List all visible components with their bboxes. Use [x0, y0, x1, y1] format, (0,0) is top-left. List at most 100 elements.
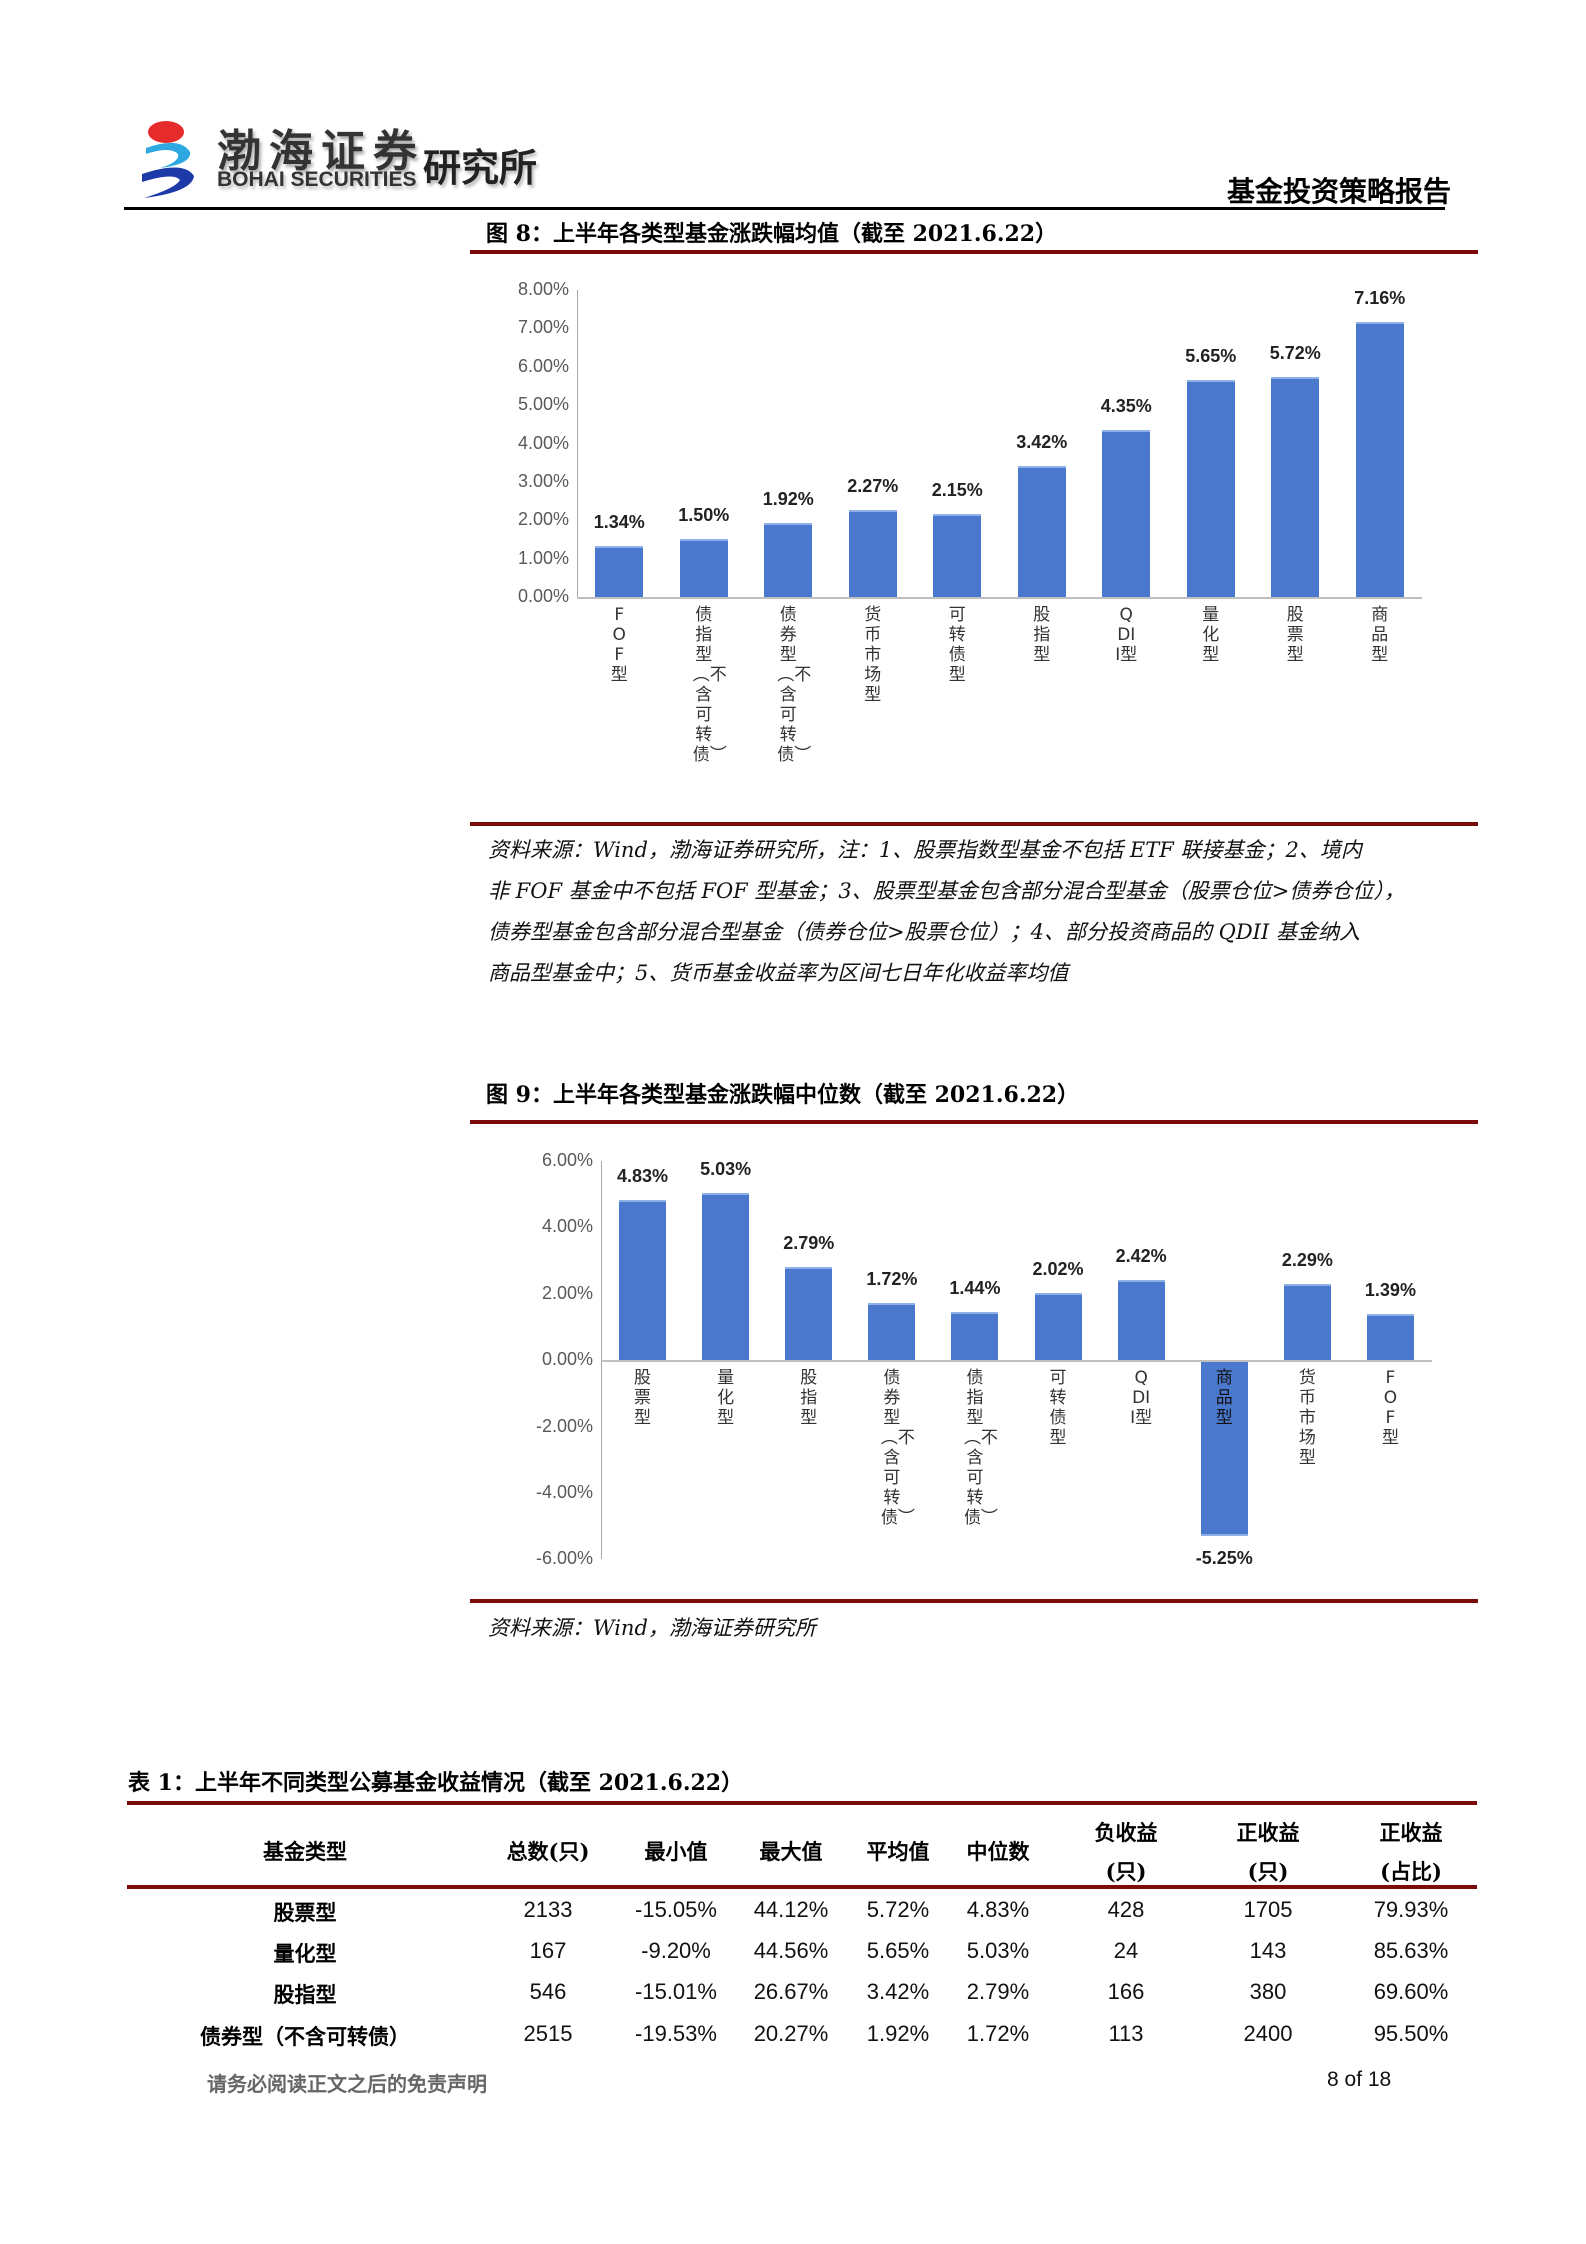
bar	[848, 509, 897, 597]
category-label: 货币市场型	[864, 605, 882, 705]
table-cell: -15.01%	[635, 1979, 717, 2004]
data-label: 1.34%	[593, 511, 645, 532]
data-label: 2.29%	[1281, 1249, 1333, 1270]
source-line: 债券型基金包含部分混合型基金（债券仓位>股票仓位）；4、部分投资商品的 QDII…	[488, 920, 1360, 944]
table-cell: 79.93%	[1373, 1897, 1449, 1922]
table-cell: 2515	[523, 2021, 573, 2046]
table1-header-rule	[127, 1885, 1477, 1889]
table-cell: 3.42%	[866, 1979, 930, 2004]
table-cell: 380	[1249, 1979, 1287, 2004]
figure8-top-rule	[470, 250, 1478, 254]
source-line: 商品型基金中；5、货币基金收益率为区间七日年化收益率均值	[488, 961, 1069, 985]
table-cell: 4.83%	[966, 1897, 1030, 1922]
bar	[1366, 1313, 1414, 1360]
column-header-unit: (只)	[1105, 1859, 1147, 1884]
header-divider	[124, 207, 1445, 210]
table1-title: 表 1：上半年不同类型公募基金收益情况（截至 2021.6.22）	[128, 1770, 744, 1796]
y-tick-label: 6.00%	[541, 1150, 593, 1170]
data-label: 3.42%	[1016, 431, 1068, 452]
table-row	[127, 1893, 1477, 1931]
table-cell: 5.65%	[866, 1938, 930, 1963]
figure9-top-rule	[470, 1120, 1478, 1124]
data-label: 5.65%	[1185, 346, 1237, 367]
category-label: 可转债型	[948, 605, 966, 685]
bar	[1117, 1279, 1165, 1360]
bar	[1355, 322, 1404, 597]
data-label: 2.79%	[783, 1233, 835, 1254]
column-header-unit: (占比)	[1380, 1859, 1442, 1884]
y-tick-label: -6.00%	[535, 1548, 593, 1569]
y-tick-label: 6.00%	[517, 355, 569, 376]
column-header: 基金类型	[263, 1839, 347, 1864]
footer-disclaimer: 请务必阅读正文之后的免责声明	[207, 2072, 487, 2096]
column-header: 最大值	[759, 1839, 823, 1864]
category-label: 债指型︵不含可转债︶	[692, 605, 727, 765]
figure9-title: 图 9：上半年各类型基金涨跌幅中位数（截至 2021.6.22）	[486, 1082, 1080, 1108]
table-row	[127, 1934, 1477, 1972]
y-axis-line	[577, 290, 578, 597]
bar	[1283, 1283, 1331, 1360]
bar	[951, 1312, 999, 1360]
table-cell: 166	[1107, 1979, 1145, 2004]
fund-type-cell: 股票型	[273, 1900, 337, 1925]
table-cell: 1705	[1243, 1897, 1293, 1922]
table-cell: 5.03%	[966, 1938, 1030, 1963]
bar	[764, 523, 813, 597]
category-label: 量化型	[717, 1368, 735, 1428]
table-row	[127, 2017, 1477, 2055]
table-cell: 24	[1113, 1938, 1139, 1963]
data-label: 2.42%	[1115, 1245, 1167, 1266]
category-label: QDII型	[1130, 1368, 1153, 1428]
category-label: FOF型	[1381, 1368, 1399, 1448]
category-label: 股票型	[1286, 605, 1304, 665]
y-tick-label: 3.00%	[517, 471, 569, 491]
y-tick-label: -4.00%	[535, 1482, 593, 1502]
bar	[679, 539, 728, 597]
figure9-bottom-rule	[470, 1599, 1478, 1603]
y-tick-label: 0.00%	[517, 586, 569, 607]
category-label: QDII型	[1115, 605, 1138, 665]
table-cell: 20.27%	[753, 2021, 829, 2046]
figure8-source-note: 资料来源：Wind，渤海证券研究所，注：1、股票指数型基金不包括 ETF 联接基…	[488, 830, 1478, 994]
fund-type-cell: 债券型（不含可转债）	[200, 2024, 410, 2049]
bohai-logo-icon	[140, 118, 196, 200]
figure8-bottom-rule	[470, 822, 1478, 826]
data-label: 1.39%	[1364, 1279, 1416, 1300]
table-cell: 428	[1107, 1897, 1145, 1922]
category-label: 货币市场型	[1298, 1368, 1316, 1468]
table-cell: 44.56%	[753, 1938, 829, 1963]
column-header: 总数(只)	[506, 1839, 590, 1864]
table-cell: 85.63%	[1373, 1938, 1449, 1963]
table-cell: -19.53%	[635, 2021, 717, 2046]
logo-chinese-name: 渤海证券	[217, 126, 425, 177]
category-label: 股票型	[634, 1368, 652, 1428]
category-label: 债券型︵不含可转债︶	[880, 1368, 915, 1528]
y-tick-label: 5.00%	[517, 394, 569, 415]
data-label: 2.02%	[1032, 1258, 1084, 1279]
y-tick-label: 2.00%	[517, 509, 569, 530]
data-label: 1.72%	[866, 1268, 918, 1289]
table-cell: -15.05%	[635, 1897, 717, 1922]
table-cell: 5.72%	[866, 1897, 930, 1922]
y-tick-label: -2.00%	[535, 1415, 593, 1436]
table-row	[127, 1975, 1477, 2013]
table-cell: 2400	[1243, 2021, 1293, 2046]
data-label: -5.25%	[1195, 1548, 1253, 1569]
fund-type-cell: 量化型	[273, 1941, 337, 1966]
table-cell: 44.12%	[753, 1897, 829, 1922]
table-cell: 113	[1108, 2021, 1144, 2046]
figure9-source-note: 资料来源：Wind，渤海证券研究所	[488, 1616, 816, 1640]
category-label: FOF型	[610, 605, 628, 685]
category-label: 股指型	[1033, 605, 1051, 665]
source-line: 非 FOF 基金中不包括 FOF 型基金；3、股票型基金包含部分混合型基金（股票…	[488, 879, 1405, 903]
data-label: 4.83%	[617, 1165, 669, 1186]
bar	[868, 1302, 916, 1360]
category-label: 股指型	[800, 1368, 818, 1428]
bar	[595, 545, 644, 597]
data-label: 5.72%	[1269, 343, 1321, 364]
category-label: 量化型	[1202, 605, 1220, 665]
data-label: 2.27%	[847, 475, 899, 496]
bar	[785, 1267, 833, 1360]
table-cell: 1.72%	[966, 2021, 1030, 2046]
bar	[1102, 429, 1151, 597]
